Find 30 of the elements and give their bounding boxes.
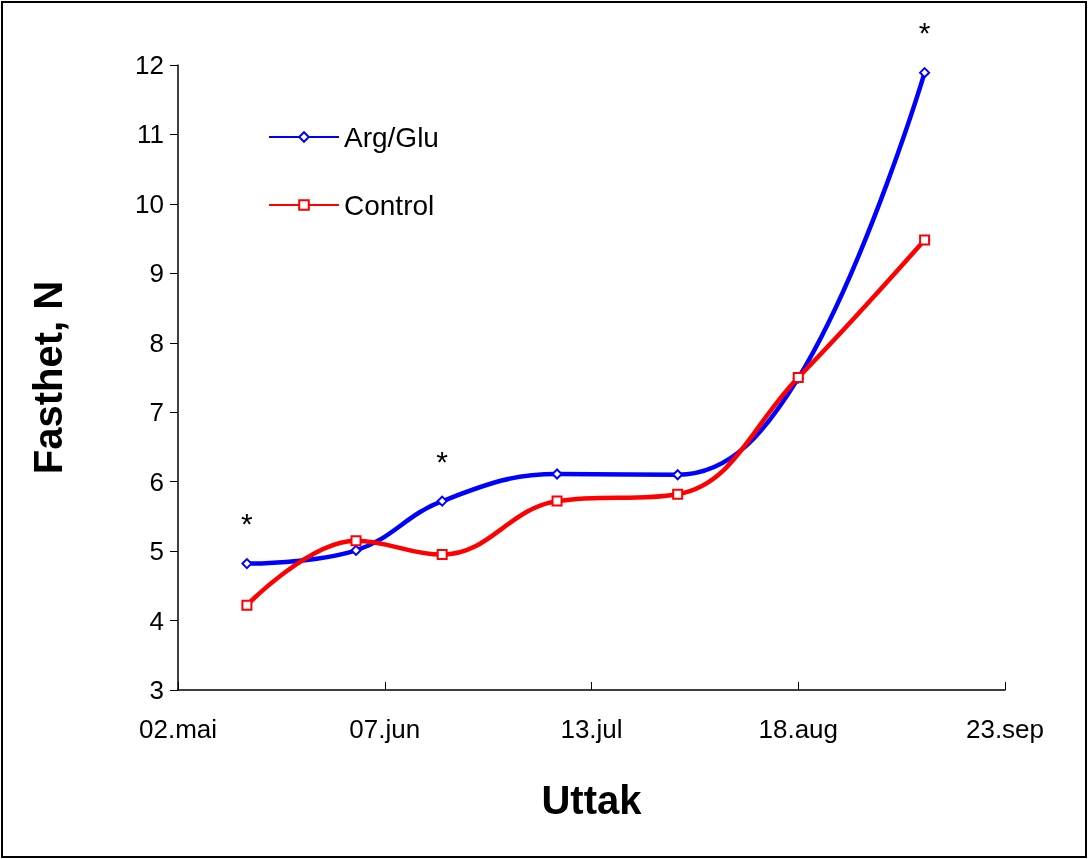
x-tick-label: 07.jun — [349, 714, 421, 744]
point — [551, 495, 563, 507]
y-tick-label: 4 — [149, 605, 164, 636]
annotation: * — [241, 507, 254, 541]
y-tick-label: 7 — [149, 397, 164, 428]
y-tick-label: 11 — [137, 119, 164, 150]
annotation: * — [918, 16, 931, 50]
point — [919, 67, 931, 79]
y-tick-label: 12 — [135, 50, 164, 80]
point — [350, 535, 362, 547]
y-axis-title: Fasthet, N — [26, 280, 70, 475]
y-tick-label: 6 — [149, 466, 164, 497]
y-tick-label: 9 — [149, 258, 164, 289]
x-tick-label: 18.aug — [758, 714, 839, 744]
point — [241, 599, 253, 611]
y-tick-label: 8 — [149, 327, 164, 358]
x-tick-label: 23.sep — [965, 714, 1045, 744]
y-tick-label: 3 — [149, 675, 164, 705]
legend-label: Arg/Glu — [344, 121, 439, 153]
legend-label: Control — [344, 189, 435, 221]
point — [436, 549, 448, 561]
point — [436, 495, 448, 507]
x-axis-title: Uttak — [541, 778, 643, 822]
y-tick-label: 10 — [135, 188, 164, 219]
x-tick-label: 02.mai — [138, 714, 218, 744]
point — [919, 234, 931, 246]
y-tick-label: 5 — [149, 536, 164, 567]
x-tick-label: 13.jul — [560, 714, 623, 744]
point — [672, 488, 684, 500]
annotation: * — [436, 444, 449, 478]
